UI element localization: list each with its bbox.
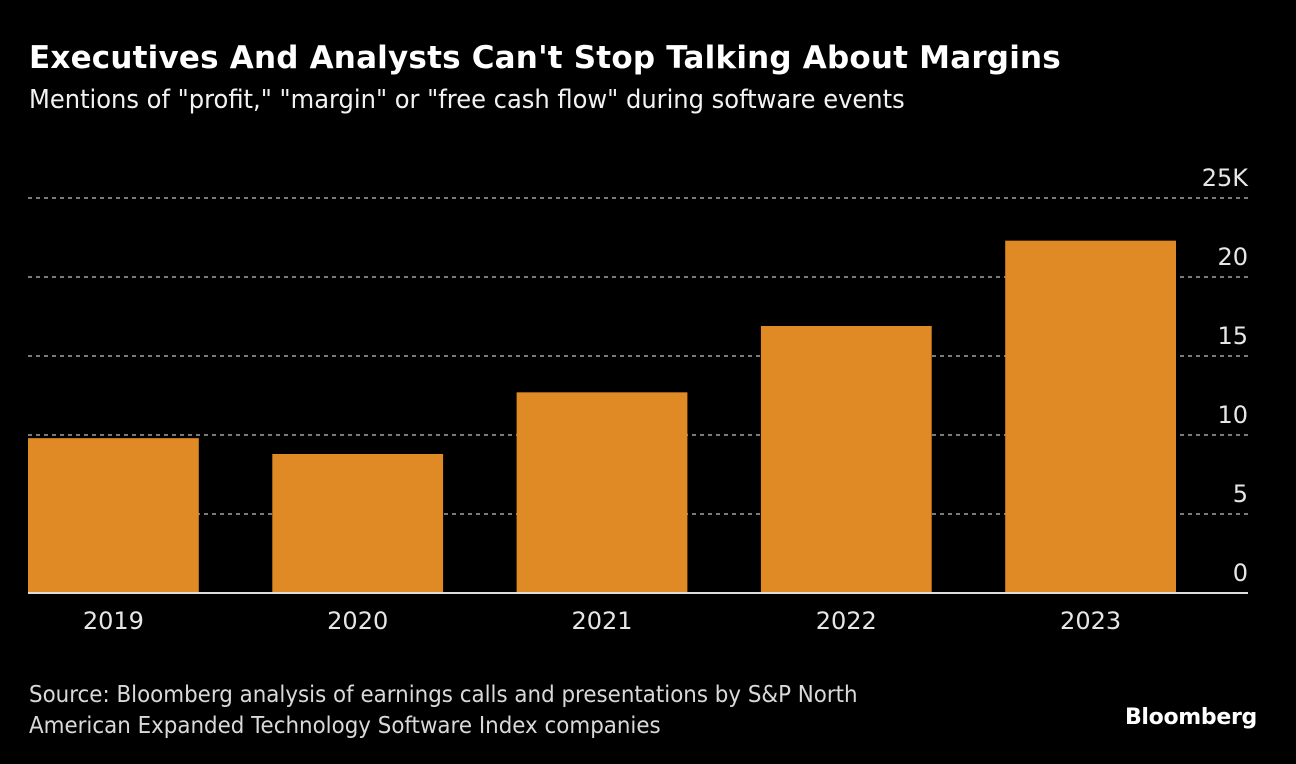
bar-2023 — [1005, 240, 1176, 593]
bar-2020 — [272, 453, 444, 593]
axes: 0 5 10 15 20 25K 2019 2020 2021 2022 2023 — [28, 164, 1249, 635]
x-tick-label: 2022 — [816, 607, 877, 635]
x-tick-label: 2021 — [571, 607, 632, 635]
x-tick-label: 2020 — [327, 607, 388, 635]
x-tick-label: 2019 — [83, 607, 144, 635]
bars — [28, 240, 1176, 593]
y-tick-label: 20 — [1217, 243, 1248, 271]
y-tick-label: 5 — [1233, 480, 1248, 508]
chart-subtitle: Mentions of "profit," "margin" or "free … — [29, 85, 905, 115]
x-tick-label: 2023 — [1060, 607, 1121, 635]
bloomberg-logo: Bloomberg — [1124, 705, 1257, 730]
source-line-2: American Expanded Technology Software In… — [29, 713, 661, 739]
bar-2021 — [516, 392, 688, 593]
bar-2022 — [760, 325, 932, 593]
y-tick-label: 0 — [1233, 559, 1248, 587]
y-tick-label: 10 — [1217, 401, 1248, 429]
chart-title: Executives And Analysts Can't Stop Talki… — [29, 40, 1061, 76]
y-tick-label: 25K — [1202, 164, 1250, 192]
source-line-1: Source: Bloomberg analysis of earnings c… — [29, 682, 858, 708]
y-tick-label: 15 — [1217, 322, 1248, 350]
bar-2019 — [28, 438, 199, 593]
source-note: Source: Bloomberg analysis of earnings c… — [29, 680, 858, 742]
